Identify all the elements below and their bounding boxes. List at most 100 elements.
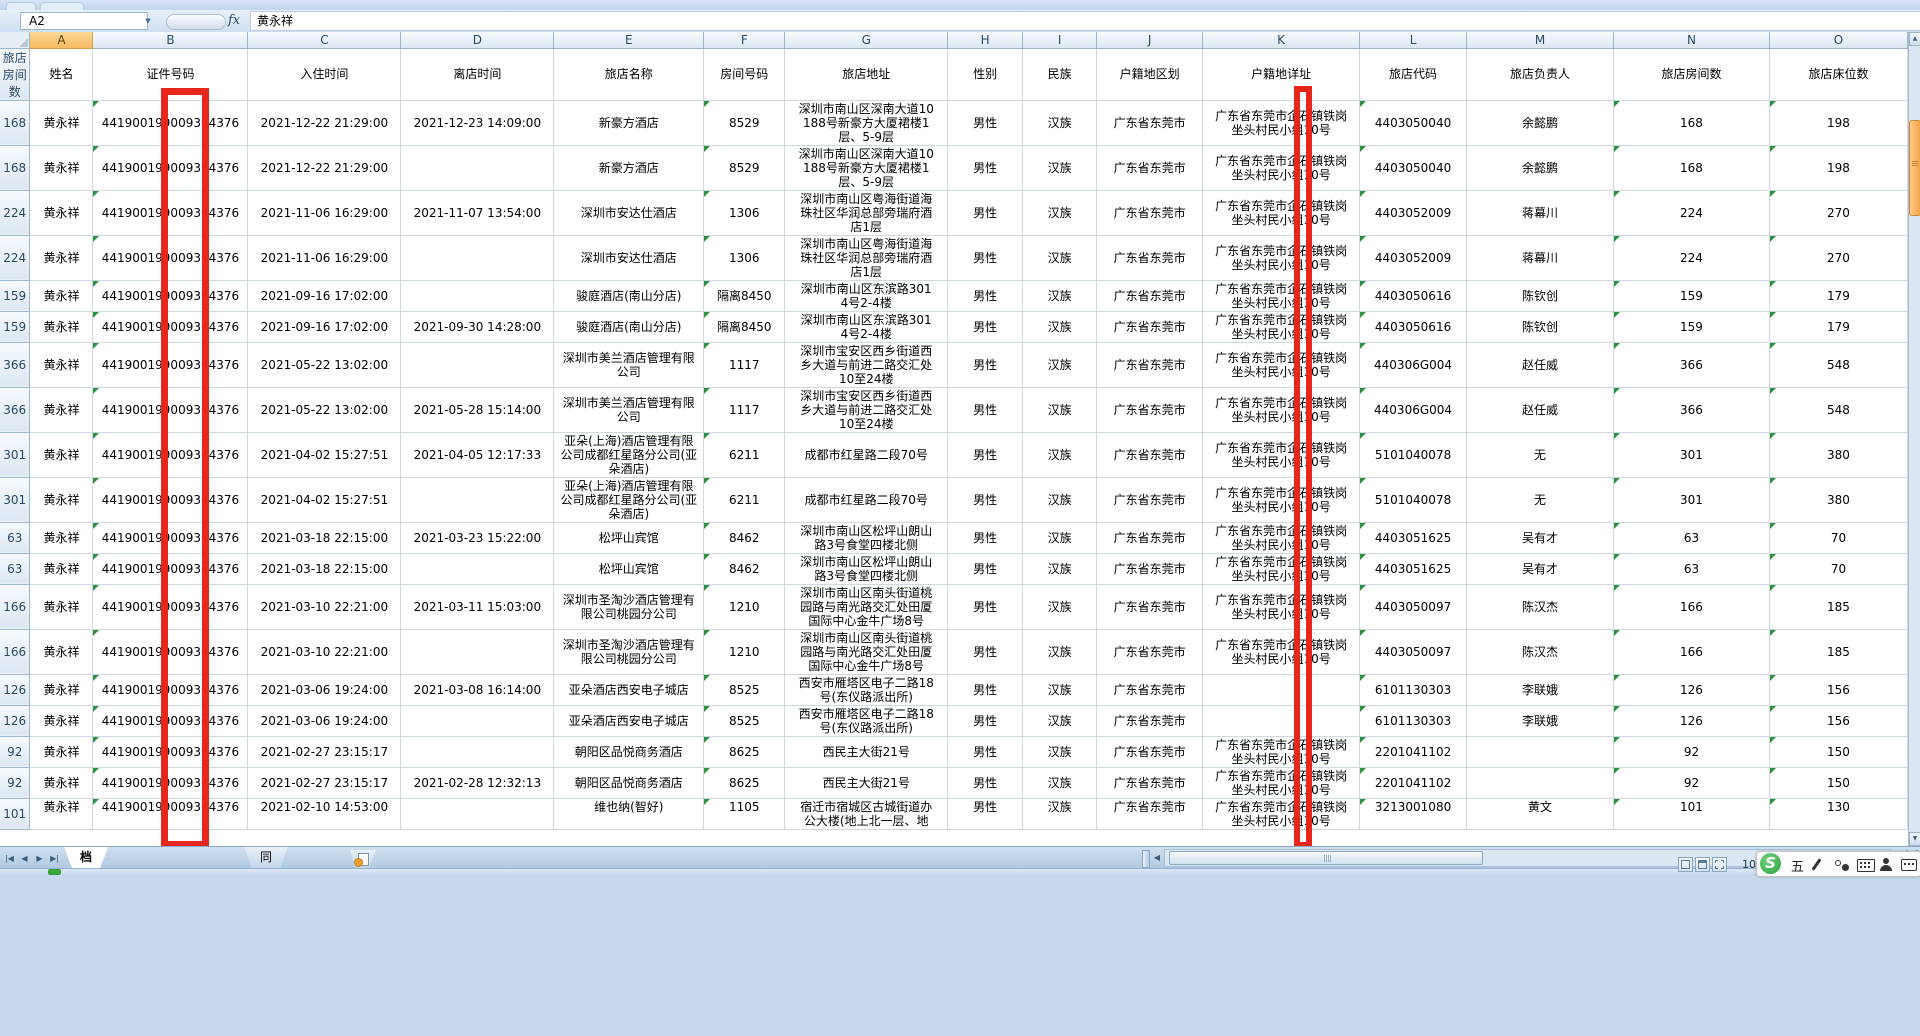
cell-O168[interactable]: 198 <box>1769 145 1908 191</box>
cell-F126[interactable]: 8525 <box>703 705 786 737</box>
cell-N166[interactable]: 166 <box>1613 584 1770 630</box>
cell-O63[interactable]: 70 <box>1769 553 1908 585</box>
cell-K101[interactable]: 广东省东莞市企石镇铁岗坐头村民小组10号 <box>1202 798 1361 830</box>
cell-H63[interactable]: 男性 <box>947 522 1024 554</box>
vertical-scrollbar[interactable]: ▲ ▼ <box>1908 32 1920 846</box>
insert-function-icon[interactable]: fx <box>228 13 241 28</box>
cell-N366[interactable]: 366 <box>1613 342 1770 388</box>
row-header-63[interactable]: 63 <box>0 522 31 554</box>
cell-H159[interactable]: 男性 <box>947 311 1024 343</box>
cell-L168[interactable]: 4403050040 <box>1359 100 1468 146</box>
cell-F101[interactable]: 1105 <box>703 798 786 830</box>
column-header-O[interactable]: O <box>1769 32 1908 49</box>
cell-O92[interactable]: 150 <box>1769 736 1908 768</box>
select-all-corner[interactable] <box>0 32 31 49</box>
quick-access-button[interactable] <box>40 2 84 11</box>
cell-K168[interactable]: 广东省东莞市企石镇铁岗坐头村民小组10号 <box>1202 100 1361 146</box>
cell-N126[interactable]: 126 <box>1613 705 1770 737</box>
cell-M224[interactable]: 蒋幕川 <box>1466 190 1614 236</box>
cell-N166[interactable]: 166 <box>1613 629 1770 675</box>
cell-N101[interactable]: 101 <box>1613 798 1770 830</box>
column-header-I[interactable]: I <box>1022 32 1098 49</box>
cell-B63[interactable]: 441900199009304376 <box>92 553 249 585</box>
cell-B301[interactable]: 441900199009304376 <box>92 477 249 523</box>
cell-L63[interactable]: 4403051625 <box>1359 522 1468 554</box>
cell-H301[interactable]: 男性 <box>947 477 1024 523</box>
column-header-C[interactable]: C <box>247 32 402 49</box>
column-header-J[interactable]: J <box>1096 32 1204 49</box>
normal-view-icon[interactable] <box>1678 857 1693 872</box>
cell-I101[interactable]: 汉族 <box>1022 798 1098 830</box>
cell-D301[interactable]: 2021-04-05 12:17:33 <box>400 432 555 478</box>
cell-I301[interactable]: 汉族 <box>1022 432 1098 478</box>
cell-D63[interactable]: 2021-03-23 15:22:00 <box>400 522 555 554</box>
cell-G159[interactable]: 深圳市南山区东滨路3014号2-4楼 <box>784 280 949 312</box>
cell-K旅店房间数[interactable]: 户籍地详址 <box>1202 48 1361 101</box>
cell-L63[interactable]: 4403051625 <box>1359 553 1468 585</box>
cell-L168[interactable]: 4403050040 <box>1359 145 1468 191</box>
cell-N92[interactable]: 92 <box>1613 736 1770 768</box>
horizontal-scroll-thumb[interactable] <box>1169 851 1483 865</box>
row-header-168[interactable]: 168 <box>0 145 31 191</box>
cell-A168[interactable]: 黄永祥 <box>29 145 94 191</box>
cell-E92[interactable]: 朝阳区品悦商务酒店 <box>553 767 705 799</box>
cell-N63[interactable]: 63 <box>1613 553 1770 585</box>
cell-O159[interactable]: 179 <box>1769 311 1908 343</box>
column-header-E[interactable]: E <box>553 32 705 49</box>
cell-E126[interactable]: 亚朵酒店西安电子城店 <box>553 674 705 706</box>
cell-I126[interactable]: 汉族 <box>1022 705 1098 737</box>
cell-D126[interactable] <box>400 705 555 737</box>
cell-E159[interactable]: 骏庭酒店(南山分店) <box>553 311 705 343</box>
cell-N168[interactable]: 168 <box>1613 145 1770 191</box>
cell-K159[interactable]: 广东省东莞市企石镇铁岗坐头村民小组10号 <box>1202 311 1361 343</box>
cell-D159[interactable] <box>400 280 555 312</box>
cell-C159[interactable]: 2021-09-16 17:02:00 <box>247 280 402 312</box>
cell-K168[interactable]: 广东省东莞市企石镇铁岗坐头村民小组10号 <box>1202 145 1361 191</box>
cell-D224[interactable] <box>400 235 555 281</box>
row-header-301[interactable]: 301 <box>0 477 31 523</box>
cell-H366[interactable]: 男性 <box>947 342 1024 388</box>
cell-N301[interactable]: 301 <box>1613 477 1770 523</box>
cell-K301[interactable]: 广东省东莞市企石镇铁岗坐头村民小组10号 <box>1202 432 1361 478</box>
cell-A126[interactable]: 黄永祥 <box>29 674 94 706</box>
cell-N366[interactable]: 366 <box>1613 387 1770 433</box>
column-header-N[interactable]: N <box>1613 32 1770 49</box>
cell-D166[interactable]: 2021-03-11 15:03:00 <box>400 584 555 630</box>
cell-H366[interactable]: 男性 <box>947 387 1024 433</box>
cell-M159[interactable]: 陈钦创 <box>1466 311 1614 343</box>
cell-G168[interactable]: 深圳市南山区深南大道10188号新豪方大厦裙楼1层、5-9层 <box>784 100 949 146</box>
cell-L101[interactable]: 3213001080 <box>1359 798 1468 830</box>
cell-D旅店房间数[interactable]: 离店时间 <box>400 48 555 101</box>
name-box-dropdown-icon[interactable]: ▼ <box>145 17 151 25</box>
cell-M168[interactable]: 余懿鹏 <box>1466 100 1614 146</box>
cell-D366[interactable] <box>400 342 555 388</box>
row-header-224[interactable]: 224 <box>0 190 31 236</box>
row-header-126[interactable]: 126 <box>0 705 31 737</box>
cell-E366[interactable]: 深圳市美兰酒店管理有限公司 <box>553 387 705 433</box>
cell-J166[interactable]: 广东省东莞市 <box>1096 584 1204 630</box>
cell-J126[interactable]: 广东省东莞市 <box>1096 674 1204 706</box>
cell-O63[interactable]: 70 <box>1769 522 1908 554</box>
cell-E168[interactable]: 新豪方酒店 <box>553 145 705 191</box>
cell-A366[interactable]: 黄永祥 <box>29 342 94 388</box>
sheet-tab-2[interactable]: 同住信息 <box>244 847 288 868</box>
cell-E301[interactable]: 亚朵(上海)酒店管理有限公司成都红星路分公司(亚朵酒店) <box>553 432 705 478</box>
cell-M92[interactable] <box>1466 767 1614 799</box>
cell-G166[interactable]: 深圳市南山区南头街道桃园路与南光路交汇处田厦国际中心金牛广场8号 <box>784 629 949 675</box>
cell-E101[interactable]: 维也纳(智好) <box>553 798 705 830</box>
cell-O92[interactable]: 150 <box>1769 767 1908 799</box>
cell-C366[interactable]: 2021-05-22 13:02:00 <box>247 387 402 433</box>
hscroll-left-icon[interactable]: ◀ <box>1153 853 1161 862</box>
cell-M168[interactable]: 余懿鹏 <box>1466 145 1614 191</box>
cell-J366[interactable]: 广东省东莞市 <box>1096 342 1204 388</box>
cell-F301[interactable]: 6211 <box>703 432 786 478</box>
cell-F126[interactable]: 8525 <box>703 674 786 706</box>
cell-O366[interactable]: 548 <box>1769 342 1908 388</box>
cell-L旅店房间数[interactable]: 旅店代码 <box>1359 48 1468 101</box>
cell-J101[interactable]: 广东省东莞市 <box>1096 798 1204 830</box>
cell-E126[interactable]: 亚朵酒店西安电子城店 <box>553 705 705 737</box>
cell-J92[interactable]: 广东省东莞市 <box>1096 736 1204 768</box>
cell-H126[interactable]: 男性 <box>947 674 1024 706</box>
row-header-366[interactable]: 366 <box>0 387 31 433</box>
cell-L224[interactable]: 4403052009 <box>1359 235 1468 281</box>
